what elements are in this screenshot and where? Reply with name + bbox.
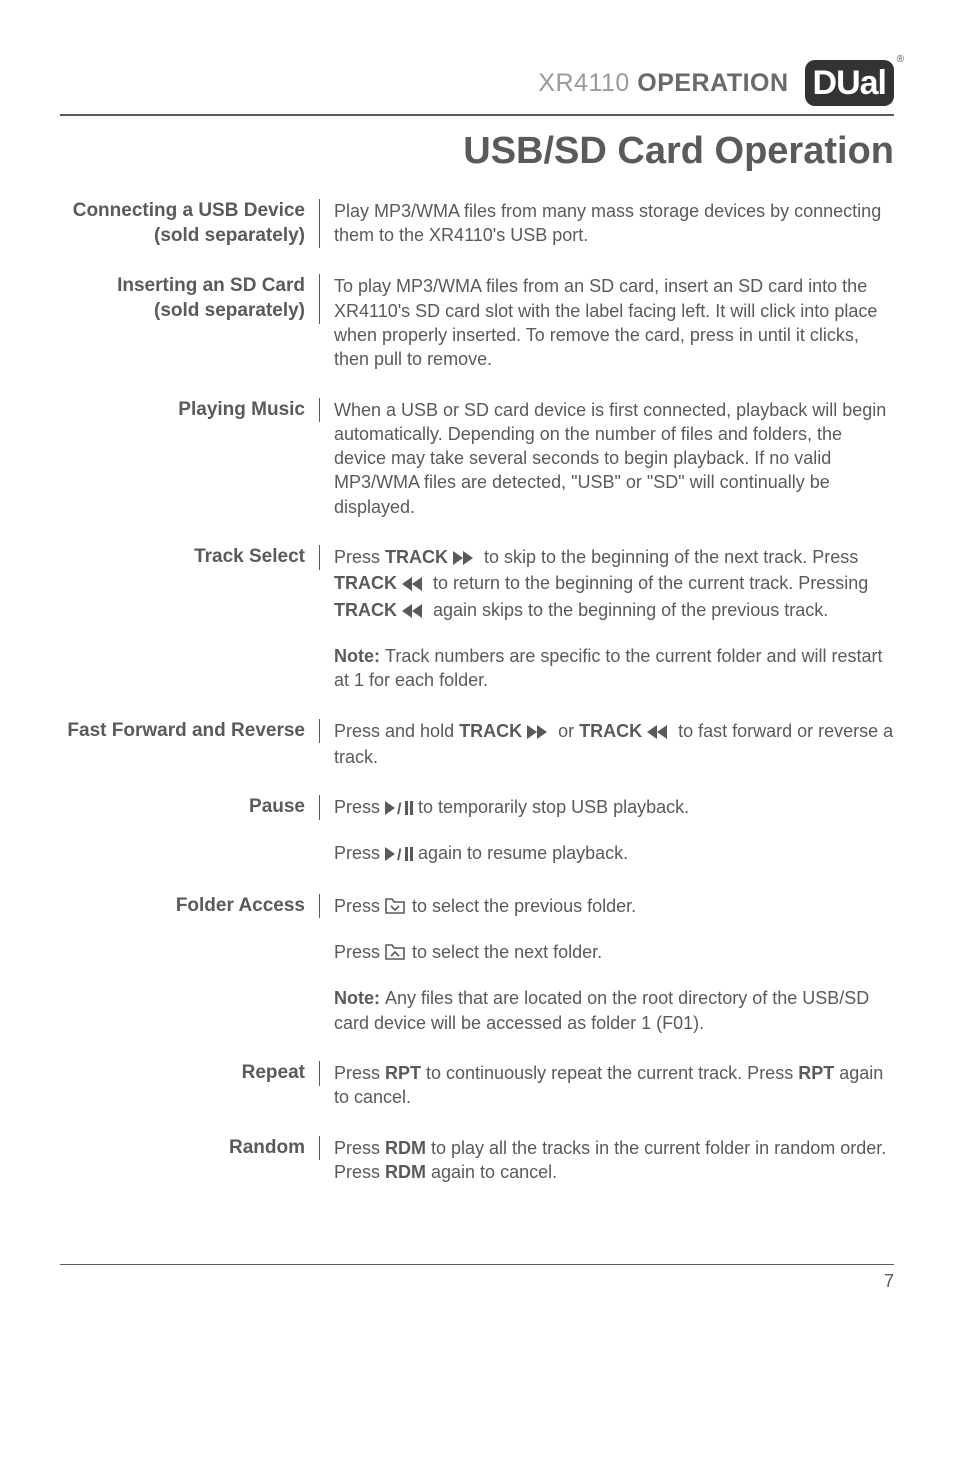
row-label: Random [60, 1136, 320, 1161]
row-label: Pause [60, 795, 320, 820]
text-segment: RPT [385, 1063, 421, 1083]
paragraph: Press and hold TRACK or TRACK to fast fo… [334, 719, 894, 770]
text-segment: Press [334, 942, 385, 962]
paragraph: Note: Track numbers are specific to the … [334, 644, 894, 693]
registered-mark: ® [897, 54, 904, 65]
ff-icon [527, 721, 553, 745]
row-label: Connecting a USB Device(sold separately) [60, 199, 320, 248]
text-segment: or [553, 721, 579, 741]
header-text: XR4110 OPERATION [538, 69, 788, 98]
playpause-icon: / [385, 843, 413, 867]
row-label: Playing Music [60, 398, 320, 423]
rw-icon [402, 573, 428, 597]
content-row: Folder AccessPress to select the previou… [60, 894, 894, 1035]
text-segment: Press [334, 843, 385, 863]
text-segment: Play MP3/WMA files from many mass storag… [334, 201, 881, 245]
row-label: Track Select [60, 545, 320, 570]
row-label: Folder Access [60, 894, 320, 919]
section-name: OPERATION [637, 69, 788, 97]
content-row: Fast Forward and Reverse Press and hold T… [60, 719, 894, 770]
text-segment: Press [334, 1138, 385, 1158]
paragraph: Press to select the next folder. [334, 940, 894, 966]
text-segment: Any files that are located on the root d… [334, 988, 869, 1032]
text-segment: RDM [385, 1162, 426, 1182]
text-segment: again skips to the beginning of the prev… [428, 600, 828, 620]
paragraph: Press / to temporarily stop USB playback… [334, 795, 689, 821]
paragraph: When a USB or SD card device is first co… [334, 398, 894, 519]
row-label: Repeat [60, 1061, 320, 1086]
text-segment: to temporarily stop USB playback. [413, 797, 689, 817]
paragraph: Press / again to resume playback. [334, 841, 689, 867]
header-rule [60, 114, 894, 116]
row-content: Press and hold TRACK or TRACK to fast fo… [320, 719, 894, 770]
text-segment: Press and hold [334, 721, 459, 741]
svg-text:/: / [397, 847, 402, 861]
text-segment: TRACK [459, 721, 527, 741]
folder-down-icon [385, 896, 407, 920]
row-content: Press RPT to continuously repeat the cur… [320, 1061, 894, 1110]
page-header: XR4110 OPERATION DUal ® [60, 60, 894, 106]
row-content: Play MP3/WMA files from many mass storag… [320, 199, 894, 248]
content-row: Connecting a USB Device(sold separately)… [60, 199, 894, 248]
text-segment: to continuously repeat the current track… [421, 1063, 798, 1083]
text-segment: again to resume playback. [413, 843, 628, 863]
paragraph: Press TRACK to skip to the beginning of … [334, 545, 894, 624]
text-segment: When a USB or SD card device is first co… [334, 400, 886, 517]
page-number: 7 [60, 1271, 894, 1292]
text-segment: Press [334, 896, 385, 916]
row-label: Fast Forward and Reverse [60, 719, 320, 744]
content-table: Connecting a USB Device(sold separately)… [60, 199, 894, 1184]
content-row: Random Press RDM to play all the tracks i… [60, 1136, 894, 1185]
text-segment: TRACK [385, 547, 453, 567]
content-row: Inserting an SD Card(sold separately) To … [60, 274, 894, 371]
row-content: Press to select the previous folder.Pres… [320, 894, 894, 1035]
ff-icon [453, 547, 479, 571]
text-segment: Press [334, 1063, 385, 1083]
svg-text:/: / [397, 801, 402, 815]
text-segment: Note: [334, 988, 385, 1008]
row-content: Press TRACK to skip to the beginning of … [320, 545, 894, 692]
paragraph: Press RDM to play all the tracks in the … [334, 1136, 894, 1185]
text-segment: to skip to the beginning of the next tra… [479, 547, 858, 567]
text-segment: RPT [798, 1063, 834, 1083]
paragraph: Press to select the previous folder. [334, 894, 894, 920]
paragraph: Play MP3/WMA files from many mass storag… [334, 199, 894, 248]
text-segment: to return to the beginning of the curren… [428, 573, 868, 593]
text-segment: TRACK [334, 573, 402, 593]
row-content: When a USB or SD card device is first co… [320, 398, 894, 519]
text-segment: TRACK [334, 600, 402, 620]
content-row: Repeat Press RPT to continuously repeat t… [60, 1061, 894, 1110]
content-row: Pause Press / to temporarily stop USB pla… [60, 795, 894, 868]
paragraph: Note: Any files that are located on the … [334, 986, 894, 1035]
folder-up-icon [385, 942, 407, 966]
product-code: XR4110 [538, 69, 630, 97]
row-content: Press / to temporarily stop USB playback… [320, 795, 689, 868]
content-row: Track Select Press TRACK to skip to the b… [60, 545, 894, 692]
playpause-icon: / [385, 797, 413, 821]
text-segment: to select the next folder. [407, 942, 602, 962]
content-row: Playing Music When a USB or SD card devic… [60, 398, 894, 519]
rw-icon [402, 600, 428, 624]
text-segment: To play MP3/WMA files from an SD card, i… [334, 276, 877, 369]
text-segment: Press [334, 547, 385, 567]
footer-rule [60, 1264, 894, 1265]
text-segment: Track numbers are specific to the curren… [334, 646, 883, 690]
text-segment: to select the previous folder. [407, 896, 636, 916]
text-segment: Note: [334, 646, 385, 666]
paragraph: Press RPT to continuously repeat the cur… [334, 1061, 894, 1110]
row-content: To play MP3/WMA files from an SD card, i… [320, 274, 894, 371]
text-segment: again to cancel. [426, 1162, 557, 1182]
logo-text: DUal [813, 66, 886, 100]
row-label: Inserting an SD Card(sold separately) [60, 274, 320, 323]
text-segment: TRACK [579, 721, 647, 741]
brand-logo: DUal ® [805, 60, 894, 106]
text-segment: RDM [385, 1138, 426, 1158]
page-title: USB/SD Card Operation [60, 130, 894, 173]
text-segment: Press [334, 797, 385, 817]
paragraph: To play MP3/WMA files from an SD card, i… [334, 274, 894, 371]
row-content: Press RDM to play all the tracks in the … [320, 1136, 894, 1185]
rw-icon [647, 721, 673, 745]
